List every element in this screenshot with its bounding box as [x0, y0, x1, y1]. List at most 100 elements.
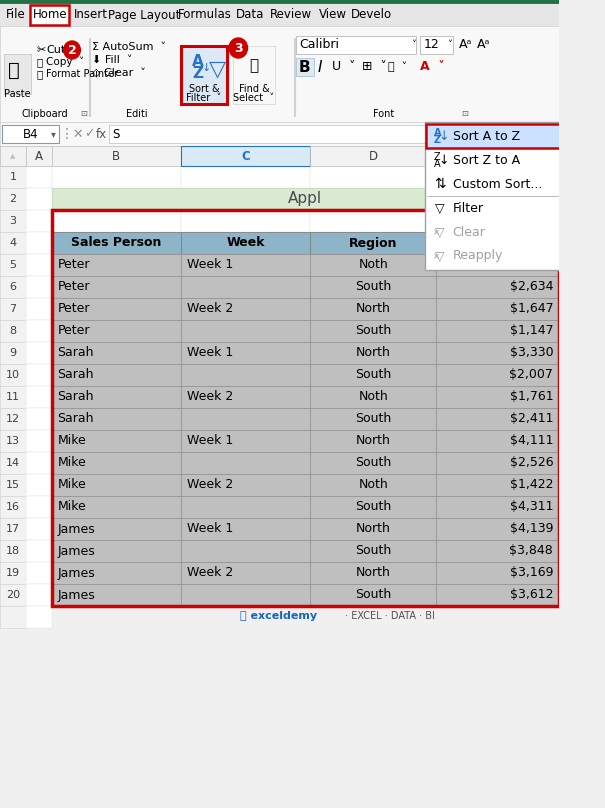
- Text: 14: 14: [6, 458, 20, 468]
- Text: Custom Sort...: Custom Sort...: [453, 178, 542, 191]
- Bar: [89, 38, 90, 116]
- Text: Sort A to Z: Sort A to Z: [453, 129, 520, 142]
- Bar: [310, 276, 436, 298]
- Text: $3,330: $3,330: [509, 347, 553, 360]
- Text: 13: 13: [6, 436, 20, 446]
- Text: Reapply: Reapply: [453, 250, 503, 263]
- Bar: [26, 320, 51, 342]
- Bar: [436, 518, 559, 540]
- Text: Home: Home: [33, 9, 67, 22]
- Text: ▾: ▾: [51, 129, 56, 139]
- Text: Week 2: Week 2: [186, 390, 233, 403]
- Text: Week 2: Week 2: [186, 302, 233, 315]
- Text: ↓: ↓: [438, 129, 448, 142]
- Bar: [51, 540, 181, 562]
- Bar: [310, 364, 436, 386]
- Text: $2,411: $2,411: [510, 413, 553, 426]
- Text: ⊡: ⊡: [80, 110, 88, 119]
- Text: 4: 4: [604, 129, 605, 142]
- Bar: [181, 496, 310, 518]
- Text: A  ˅: A ˅: [420, 61, 445, 74]
- Text: $3,169: $3,169: [510, 566, 553, 579]
- Text: $1,647: $1,647: [509, 302, 553, 315]
- Text: Review: Review: [270, 9, 312, 22]
- Bar: [181, 276, 310, 298]
- Bar: [2, 125, 59, 143]
- Text: 10: 10: [6, 370, 20, 380]
- Bar: [426, 124, 595, 148]
- Text: $1,147: $1,147: [509, 325, 553, 338]
- Bar: [181, 386, 310, 408]
- Text: ↓: ↓: [201, 63, 211, 73]
- Bar: [26, 496, 51, 518]
- Circle shape: [540, 210, 561, 232]
- Bar: [51, 408, 181, 430]
- Bar: [0, 584, 26, 606]
- Text: Sarah: Sarah: [57, 347, 94, 360]
- Bar: [181, 562, 310, 584]
- Text: North: North: [356, 566, 391, 579]
- Bar: [51, 452, 181, 474]
- Bar: [436, 408, 559, 430]
- Text: Noth: Noth: [358, 478, 388, 491]
- Text: 3: 3: [10, 216, 16, 226]
- Bar: [436, 584, 559, 606]
- Text: Sales Person: Sales Person: [71, 237, 162, 250]
- Bar: [0, 408, 26, 430]
- Text: A: A: [434, 159, 440, 169]
- Bar: [0, 364, 26, 386]
- Bar: [51, 208, 559, 210]
- Bar: [26, 518, 51, 540]
- Bar: [181, 146, 310, 166]
- Bar: [26, 298, 51, 320]
- Text: ✓: ✓: [84, 128, 95, 141]
- Text: $1,509: $1,509: [509, 259, 553, 271]
- Text: North: North: [356, 523, 391, 536]
- Bar: [51, 562, 181, 584]
- Circle shape: [600, 126, 605, 146]
- Bar: [26, 540, 51, 562]
- Bar: [26, 386, 51, 408]
- Bar: [310, 430, 436, 452]
- Bar: [181, 298, 310, 320]
- Text: $1,422: $1,422: [510, 478, 553, 491]
- Text: Paste: Paste: [4, 89, 31, 99]
- Bar: [0, 146, 559, 166]
- Bar: [0, 232, 26, 254]
- Bar: [51, 386, 181, 408]
- Text: fx: fx: [96, 128, 107, 141]
- Bar: [436, 452, 559, 474]
- Text: ↓: ↓: [438, 154, 448, 166]
- Text: $2,007: $2,007: [509, 368, 553, 381]
- Bar: [181, 518, 310, 540]
- Text: Appl: Appl: [288, 191, 322, 207]
- Bar: [436, 146, 559, 166]
- Bar: [436, 298, 559, 320]
- Text: Peter: Peter: [57, 259, 90, 271]
- Text: Page Layout: Page Layout: [108, 9, 180, 22]
- Text: Sarah: Sarah: [57, 368, 94, 381]
- Bar: [26, 254, 51, 276]
- Text: South: South: [355, 545, 391, 558]
- Bar: [51, 496, 181, 518]
- Text: Peter: Peter: [57, 302, 90, 315]
- Text: South: South: [355, 500, 391, 514]
- Text: Aᵃ: Aᵃ: [477, 39, 490, 52]
- Text: $3,848: $3,848: [509, 545, 553, 558]
- Text: North: North: [356, 435, 391, 448]
- Text: Calibri: Calibri: [299, 39, 339, 52]
- Text: Mike: Mike: [57, 435, 86, 448]
- Text: 12: 12: [424, 39, 440, 52]
- Text: Peter: Peter: [57, 325, 90, 338]
- Bar: [51, 188, 559, 210]
- Bar: [0, 276, 26, 298]
- Text: Mike: Mike: [57, 457, 86, 469]
- Text: Filter  ˅: Filter ˅: [186, 93, 222, 103]
- Bar: [310, 298, 436, 320]
- Text: ⬇ Fill  ˅: ⬇ Fill ˅: [93, 55, 133, 65]
- Text: Copy  ˅: Copy ˅: [46, 57, 85, 67]
- Text: ▲: ▲: [10, 153, 16, 159]
- Text: Sales: Sales: [479, 237, 516, 250]
- Bar: [181, 46, 227, 104]
- Bar: [0, 320, 26, 342]
